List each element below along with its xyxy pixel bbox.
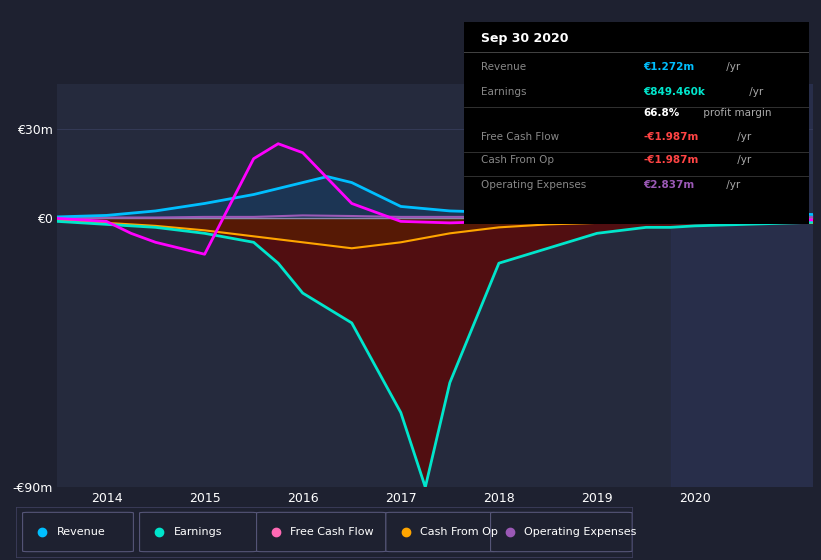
Text: /yr: /yr xyxy=(722,62,740,72)
Text: Operating Expenses: Operating Expenses xyxy=(525,527,637,537)
Text: /yr: /yr xyxy=(734,132,751,142)
Text: Operating Expenses: Operating Expenses xyxy=(481,180,586,190)
FancyBboxPatch shape xyxy=(140,512,257,552)
Text: /yr: /yr xyxy=(734,156,751,166)
FancyBboxPatch shape xyxy=(257,512,386,552)
FancyBboxPatch shape xyxy=(491,512,632,552)
Text: profit margin: profit margin xyxy=(700,108,772,118)
Text: Free Cash Flow: Free Cash Flow xyxy=(291,527,374,537)
Text: €849.460k: €849.460k xyxy=(643,87,705,97)
Text: €1.272m: €1.272m xyxy=(643,62,695,72)
Text: €2.837m: €2.837m xyxy=(643,180,695,190)
Text: Earnings: Earnings xyxy=(173,527,222,537)
Text: Revenue: Revenue xyxy=(481,62,526,72)
Text: Sep 30 2020: Sep 30 2020 xyxy=(481,32,569,45)
FancyBboxPatch shape xyxy=(386,512,497,552)
Bar xyxy=(671,84,813,487)
Text: /yr: /yr xyxy=(745,87,763,97)
Text: -€1.987m: -€1.987m xyxy=(643,132,699,142)
FancyBboxPatch shape xyxy=(23,512,133,552)
Text: -€1.987m: -€1.987m xyxy=(643,156,699,166)
Text: Revenue: Revenue xyxy=(57,527,105,537)
Text: 66.8%: 66.8% xyxy=(643,108,680,118)
Text: Free Cash Flow: Free Cash Flow xyxy=(481,132,559,142)
Text: Earnings: Earnings xyxy=(481,87,526,97)
Text: /yr: /yr xyxy=(722,180,740,190)
Text: Cash From Op: Cash From Op xyxy=(420,527,498,537)
Text: Cash From Op: Cash From Op xyxy=(481,156,554,166)
